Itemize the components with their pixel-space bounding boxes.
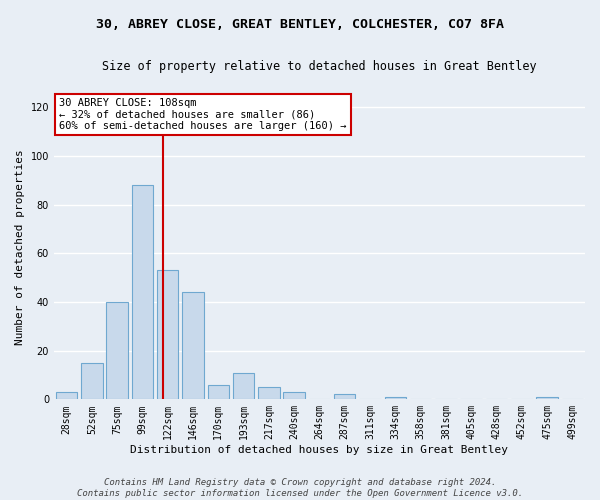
Text: 30, ABREY CLOSE, GREAT BENTLEY, COLCHESTER, CO7 8FA: 30, ABREY CLOSE, GREAT BENTLEY, COLCHEST… [96,18,504,30]
Bar [182,292,204,400]
Bar [536,397,558,400]
Bar [334,394,355,400]
Bar [106,302,128,400]
Bar [131,185,153,400]
X-axis label: Distribution of detached houses by size in Great Bentley: Distribution of detached houses by size … [130,445,508,455]
Bar [81,363,103,400]
Bar [258,387,280,400]
Bar [56,392,77,400]
Title: Size of property relative to detached houses in Great Bentley: Size of property relative to detached ho… [102,60,537,73]
Bar [208,384,229,400]
Y-axis label: Number of detached properties: Number of detached properties [15,150,25,345]
Text: Contains HM Land Registry data © Crown copyright and database right 2024.
Contai: Contains HM Land Registry data © Crown c… [77,478,523,498]
Bar [233,372,254,400]
Text: 30 ABREY CLOSE: 108sqm
← 32% of detached houses are smaller (86)
60% of semi-det: 30 ABREY CLOSE: 108sqm ← 32% of detached… [59,98,347,131]
Bar [385,397,406,400]
Bar [157,270,178,400]
Bar [283,392,305,400]
